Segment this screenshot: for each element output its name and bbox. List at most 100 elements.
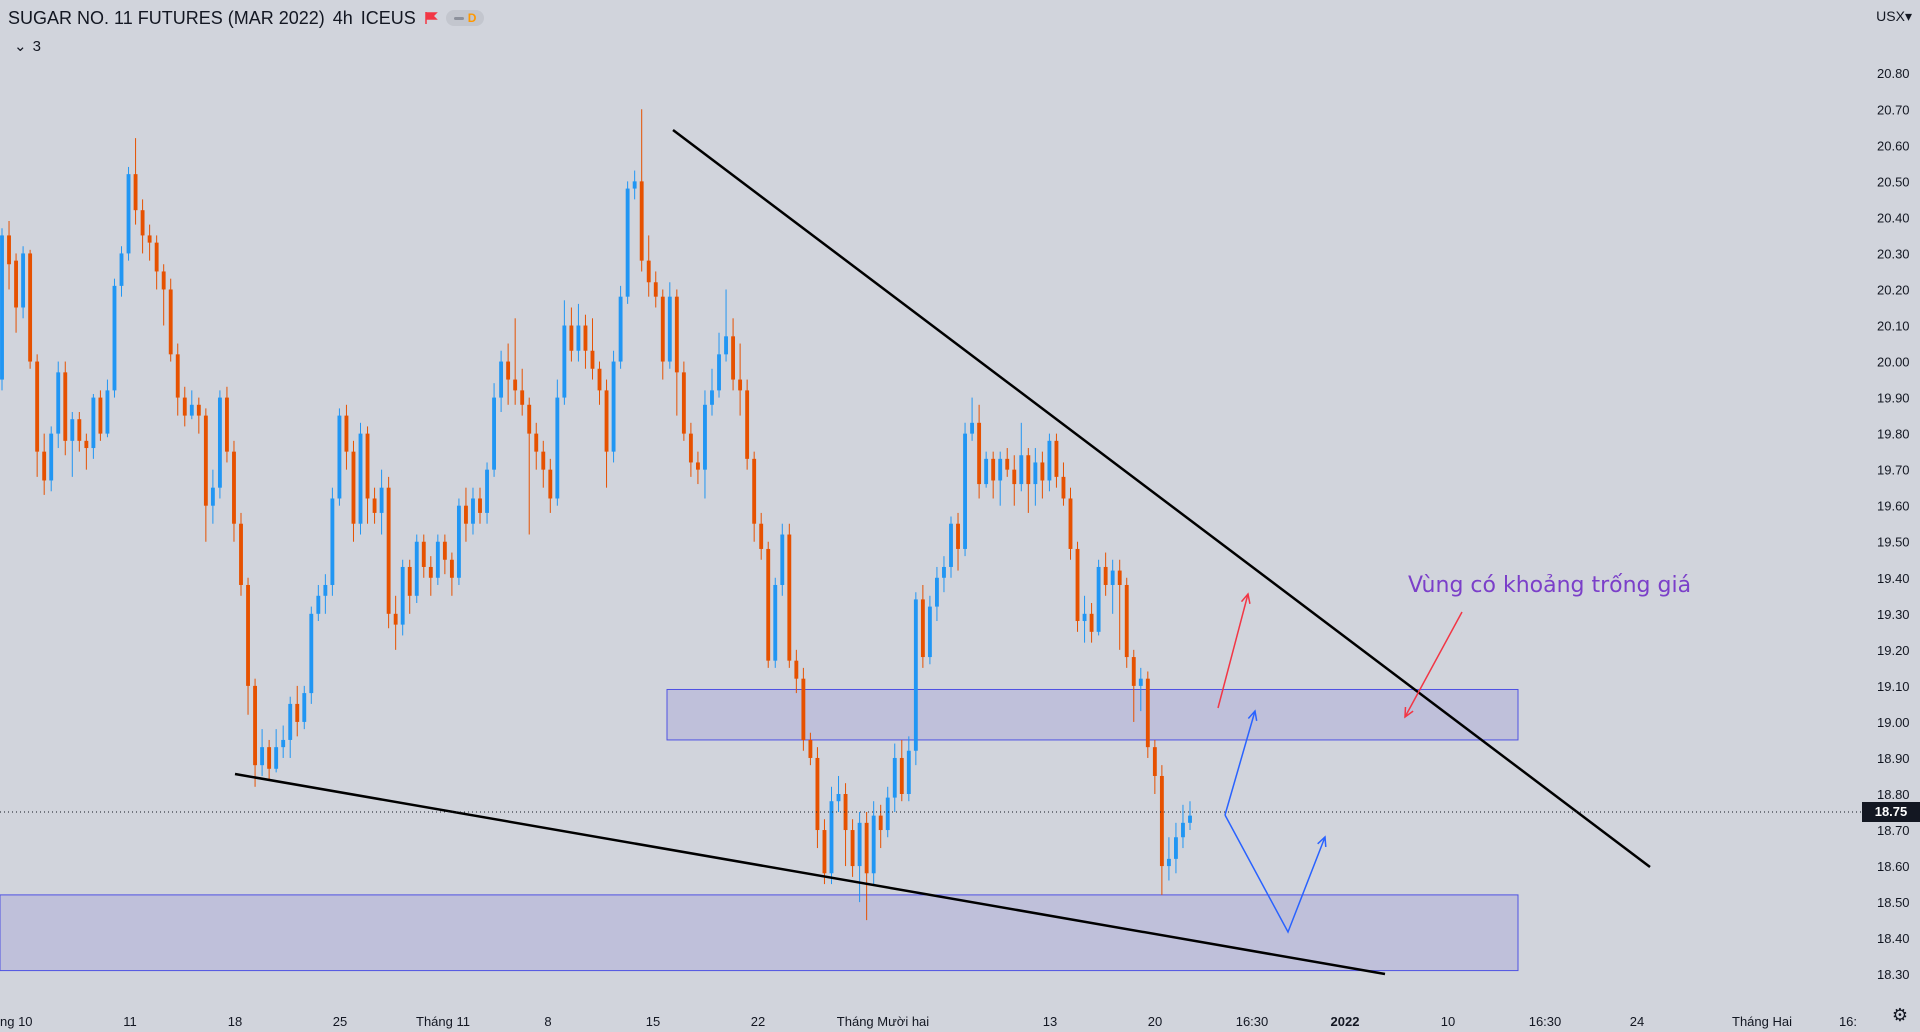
candle-body [365,433,370,499]
candle-body [1188,815,1192,823]
candle-body [288,703,293,740]
candle-body [323,584,328,596]
candle-body [456,505,461,578]
candle-body [7,235,11,265]
descending-resistance-trendline [672,129,1651,868]
candle-body [175,354,180,398]
candle-body [295,703,300,722]
y-axis-tick-label: 18.30 [1877,967,1910,982]
x-axis-tick-label: 2022 [1331,1014,1360,1029]
y-axis-tick-label: 19.50 [1877,535,1910,550]
status-bar-icon [453,16,464,20]
candle-body [1159,775,1164,867]
delay-badge: D [467,11,477,25]
candle-body [731,336,736,380]
candle-body [1075,548,1080,622]
last-price-tag: 18.75 [1862,802,1920,823]
candle-body [752,458,757,524]
candle-body [590,350,595,369]
candle-body [604,390,609,452]
x-axis-tick-label: 16:30 [1529,1014,1562,1029]
candle-body [210,487,215,506]
interval-label[interactable]: 4h [332,7,353,28]
currency-selector[interactable]: USX▾ [1876,8,1912,25]
gear-icon[interactable]: ⚙ [1891,1005,1908,1025]
candle-body [513,379,518,391]
candle-body [386,487,391,614]
candle-body [780,534,785,585]
candle-body [478,498,482,513]
candle-body [1005,458,1010,470]
candle-body [892,757,897,798]
candle-body [0,235,4,380]
candle-body [773,584,778,661]
candle-body [91,397,96,449]
candle-body [260,747,265,766]
y-axis-tick-label: 20.70 [1877,102,1910,117]
candle-body [724,336,728,355]
candle-body [330,498,335,585]
chevron-down-icon: ▾ [1904,8,1912,24]
candle-body [801,678,806,740]
candle-body [217,397,222,488]
candle-body [1026,455,1031,485]
y-axis-tick-label: 20.20 [1877,282,1910,297]
candle-body [984,458,989,485]
x-axis-tick-label: 18 [228,1014,242,1029]
candle-body [548,469,553,499]
candle-body [899,757,904,794]
candle-body [442,541,447,560]
candle-body [927,606,932,658]
candle-body [906,750,911,794]
candle-body [632,181,637,189]
candle-body [126,174,131,254]
candle-body [710,390,714,405]
candle-body [787,534,792,661]
candle-body [639,181,644,261]
candle-body [766,548,771,661]
candle-body [843,794,848,831]
candle-body [1152,747,1157,776]
candle-body [119,253,124,286]
indicator-toggle[interactable]: ⌄ 3 [14,37,41,56]
candle-body [871,815,876,874]
candle-body [77,419,82,441]
candle-body [576,325,581,351]
data-status-pill[interactable]: D [445,10,485,26]
candle-body [920,599,925,658]
y-axis-tick-label: 19.40 [1877,571,1910,586]
candle-body [1138,678,1143,686]
y-axis-tick-label: 20.60 [1877,138,1910,153]
candle-body [70,419,75,441]
candle-body [1019,455,1024,485]
currency-label: USX [1876,8,1905,24]
x-axis-tick-label: 22 [751,1014,765,1029]
candle-body [21,253,26,308]
candle-body [611,361,616,452]
candle-body [225,397,229,452]
candle-body [133,174,138,211]
candle-body [464,505,468,524]
candle-body [140,210,145,236]
candle-body [956,523,960,549]
y-axis-tick-label: 19.20 [1877,643,1910,658]
candle-body [302,693,307,722]
candle-body [168,289,173,355]
candle-body [84,440,89,449]
x-axis-tick-label: 25 [333,1014,347,1029]
candle-body [471,498,475,524]
x-axis-tick-label: 11 [123,1014,137,1029]
candle-body [1181,822,1185,838]
x-axis-tick-label: Tháng 11 [416,1014,470,1029]
chart-header: SUGAR NO. 11 FUTURES (MAR 2022) 4h ICEUS… [8,6,485,30]
annotation-pointer-arrow [1404,611,1463,718]
candle-body [555,397,560,499]
candle-body [1033,462,1038,485]
candle-body [1068,498,1073,549]
candle-body [14,260,18,308]
symbol-title[interactable]: SUGAR NO. 11 FUTURES (MAR 2022) [8,7,325,28]
candle-body [625,188,630,297]
candle-body [562,325,567,398]
